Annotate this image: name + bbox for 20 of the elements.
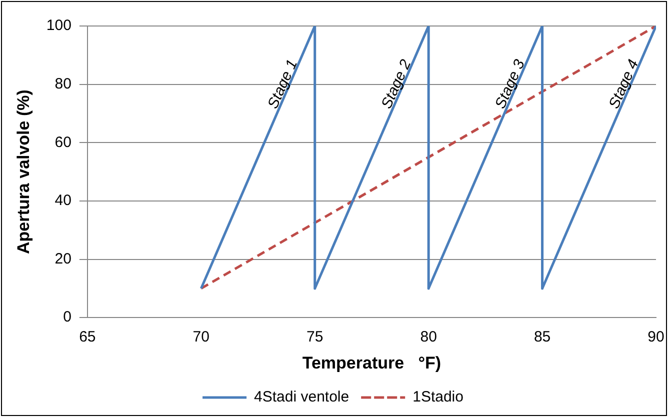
x-tick-label: 65 xyxy=(79,328,96,346)
x-tick-label: 75 xyxy=(306,328,324,346)
x-tick-label: 90 xyxy=(648,328,664,346)
y-tick-label: 100 xyxy=(46,17,72,34)
x-tick-label: 85 xyxy=(534,328,551,346)
x-axis-title: Temperature °F) xyxy=(302,353,442,372)
x-tick-label: 70 xyxy=(192,328,210,346)
y-axis-title: Apertura valvole (%) xyxy=(14,90,33,254)
y-tick-label: 40 xyxy=(54,192,72,210)
annotation: Stage 3 xyxy=(492,56,529,112)
y-tick-label: 20 xyxy=(54,250,72,268)
y-tick-label: 0 xyxy=(63,308,72,326)
annotation: Stage 2 xyxy=(378,56,415,112)
x-tick-label: 80 xyxy=(420,328,437,346)
annotation: Stage 4 xyxy=(606,57,642,112)
annotation: Stage 1 xyxy=(264,57,301,112)
y-tick-label: 80 xyxy=(54,75,72,92)
legend-label: 4Stadi ventole xyxy=(254,388,350,406)
y-tick-label: 60 xyxy=(54,134,72,151)
legend-label: 1Stadio xyxy=(412,388,464,406)
